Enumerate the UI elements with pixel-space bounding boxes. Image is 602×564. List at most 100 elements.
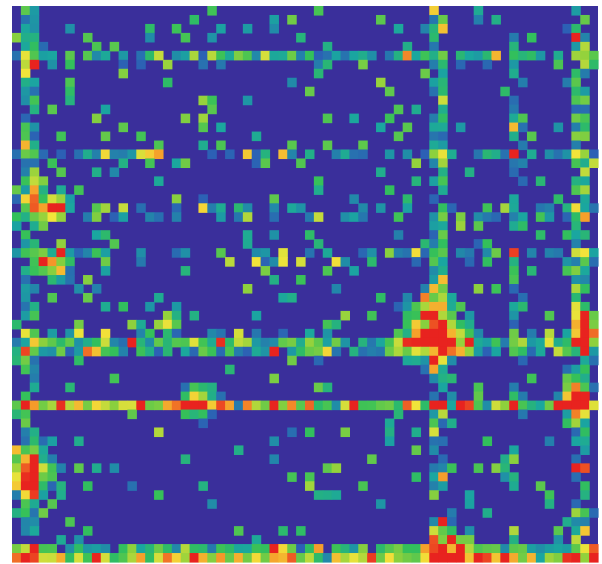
heatmap-cell [20,203,31,213]
heatmap-cell [56,275,66,285]
heatmap-cell [83,50,93,61]
heatmap-cell [429,418,439,429]
heatmap-cell [429,266,439,276]
heatmap-cell [580,95,590,106]
heatmap-cell [56,481,66,491]
heatmap-cell [162,346,173,357]
heatmap-cell [20,167,31,177]
heatmap-cell [429,6,439,16]
heatmap-cell [322,553,333,563]
heatmap-cell [544,310,555,321]
heatmap-cell [20,454,31,464]
heatmap-cell [429,23,439,34]
heatmap-cell [38,481,49,491]
heatmap-cell [91,167,102,177]
heatmap-cell [29,104,40,115]
heatmap-cell [340,400,350,411]
heatmap-cell [571,86,581,97]
heatmap-cell [207,391,217,402]
heatmap-cell [216,212,226,222]
heatmap-cell [100,346,111,357]
heatmap-cell [305,553,315,563]
heatmap-cell [287,149,297,160]
heatmap-cell [571,131,581,142]
heatmap-cell [109,167,120,177]
heatmap-cell [580,490,590,500]
heatmap-cell [296,526,306,536]
heatmap-cell [29,50,40,61]
heatmap-cell [20,508,31,518]
heatmap-cell [180,544,191,554]
heatmap-cell [29,373,40,384]
heatmap-cell [20,32,31,43]
heatmap-cell [562,373,572,384]
heatmap-cell [411,400,422,411]
heatmap-cell [29,95,40,106]
heatmap-cell [491,553,501,563]
heatmap-cell [358,59,368,70]
heatmap-cell [580,176,590,186]
heatmap-cell [20,292,31,303]
heatmap-cell [198,346,208,357]
heatmap-cell [29,284,40,294]
heatmap-cell [402,248,413,258]
heatmap-cell [296,203,306,213]
heatmap-cell [287,346,297,357]
heatmap-cell [464,346,475,357]
heatmap-cell [367,248,377,258]
heatmap-cell [509,319,519,330]
heatmap-cell [589,203,599,213]
heatmap-cell [429,517,439,527]
heatmap-cell [29,248,40,258]
heatmap-cell [544,499,555,509]
heatmap-cell [438,436,448,447]
heatmap-cell [571,472,581,482]
heatmap-cell [287,140,297,151]
heatmap-cell [189,391,200,402]
heatmap-cell [402,355,413,366]
heatmap-cell [509,454,519,464]
heatmap-cell [260,346,271,357]
heatmap-cell [509,122,519,133]
heatmap-cell [313,176,324,186]
heatmap-cell [20,337,31,348]
heatmap-cell [571,400,581,411]
heatmap-cell [438,203,448,213]
heatmap-cell [74,149,84,160]
heatmap-cell [38,194,49,204]
heatmap-cell [171,248,182,258]
heatmap-cell [562,149,572,160]
heatmap-cell [500,400,510,411]
heatmap-cell [65,400,75,411]
heatmap-cell [216,337,226,348]
heatmap-cell [580,364,590,375]
heatmap-cell [455,221,466,231]
heatmap-cell [269,346,279,357]
heatmap-cell [56,212,66,222]
heatmap-cell [438,59,448,70]
heatmap-cell [207,6,217,16]
heatmap-cell [491,544,501,554]
heatmap-cell [438,257,448,267]
heatmap-cell [305,346,315,357]
heatmap-cell [518,400,528,411]
heatmap-cell [571,337,581,348]
heatmap-cell [358,140,368,151]
heatmap-cell [20,6,31,16]
heatmap-cell [544,436,555,447]
heatmap-cell [216,328,226,339]
heatmap-cell [526,544,537,554]
heatmap-cell [29,346,40,357]
heatmap-cell [580,418,590,429]
heatmap-cell [482,400,493,411]
heatmap-cell [20,364,31,375]
heatmap-cell [242,544,253,554]
heatmap-cell [154,50,164,61]
heatmap-cell [429,355,439,366]
heatmap-cell [438,526,448,536]
heatmap-cell [189,310,200,321]
heatmap-cell [20,463,31,473]
heatmap-cell [38,553,49,563]
heatmap-cell [438,131,448,142]
